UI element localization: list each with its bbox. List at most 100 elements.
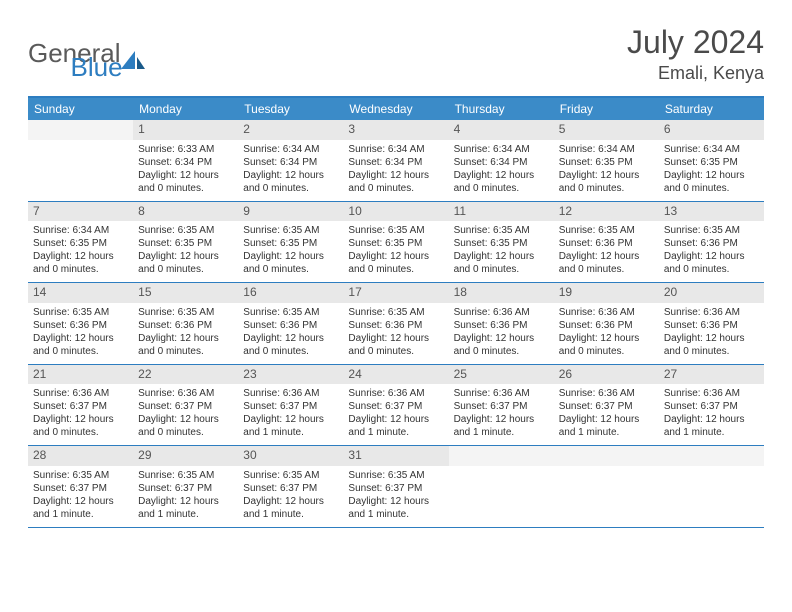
day-cell: 29Sunrise: 6:35 AMSunset: 6:37 PMDayligh… xyxy=(133,446,238,527)
day-info-line: Sunrise: 6:35 AM xyxy=(138,306,233,319)
day-info-line: Sunset: 6:36 PM xyxy=(454,319,549,332)
day-info-line: Daylight: 12 hours and 0 minutes. xyxy=(243,250,338,276)
day-cell xyxy=(554,446,659,527)
day-cell: 3Sunrise: 6:34 AMSunset: 6:34 PMDaylight… xyxy=(343,120,448,201)
day-number: 17 xyxy=(343,283,448,303)
day-cell xyxy=(659,446,764,527)
day-info-line: Daylight: 12 hours and 0 minutes. xyxy=(664,169,759,195)
day-info-line: Sunrise: 6:34 AM xyxy=(243,143,338,156)
day-body: Sunrise: 6:34 AMSunset: 6:35 PMDaylight:… xyxy=(554,140,659,201)
day-info-line: Daylight: 12 hours and 0 minutes. xyxy=(348,332,443,358)
day-body: Sunrise: 6:36 AMSunset: 6:36 PMDaylight:… xyxy=(554,303,659,364)
day-info-line: Sunset: 6:36 PM xyxy=(559,237,654,250)
day-info-line: Sunset: 6:37 PM xyxy=(243,482,338,495)
day-header-monday: Monday xyxy=(133,98,238,120)
day-info-line: Daylight: 12 hours and 0 minutes. xyxy=(348,250,443,276)
day-cell: 17Sunrise: 6:35 AMSunset: 6:36 PMDayligh… xyxy=(343,283,448,364)
day-number: 29 xyxy=(133,446,238,466)
day-info-line: Sunset: 6:37 PM xyxy=(559,400,654,413)
day-info-line: Sunrise: 6:35 AM xyxy=(33,306,128,319)
day-header-sunday: Sunday xyxy=(28,98,133,120)
day-info-line: Sunset: 6:37 PM xyxy=(454,400,549,413)
week-row: 1Sunrise: 6:33 AMSunset: 6:34 PMDaylight… xyxy=(28,120,764,202)
day-cell: 27Sunrise: 6:36 AMSunset: 6:37 PMDayligh… xyxy=(659,365,764,446)
day-cell: 4Sunrise: 6:34 AMSunset: 6:34 PMDaylight… xyxy=(449,120,554,201)
day-body: Sunrise: 6:36 AMSunset: 6:37 PMDaylight:… xyxy=(343,384,448,445)
day-cell: 1Sunrise: 6:33 AMSunset: 6:34 PMDaylight… xyxy=(133,120,238,201)
day-info-line: Sunrise: 6:34 AM xyxy=(348,143,443,156)
day-info-line: Sunrise: 6:35 AM xyxy=(243,224,338,237)
day-number xyxy=(449,446,554,466)
day-number: 23 xyxy=(238,365,343,385)
day-info-line: Sunset: 6:35 PM xyxy=(348,237,443,250)
day-body: Sunrise: 6:35 AMSunset: 6:36 PMDaylight:… xyxy=(238,303,343,364)
day-body: Sunrise: 6:36 AMSunset: 6:37 PMDaylight:… xyxy=(28,384,133,445)
calendar-page: General Blue July 2024 Emali, Kenya Sund… xyxy=(0,0,792,552)
day-info-line: Sunset: 6:36 PM xyxy=(33,319,128,332)
day-info-line: Daylight: 12 hours and 0 minutes. xyxy=(243,169,338,195)
day-body: Sunrise: 6:35 AMSunset: 6:36 PMDaylight:… xyxy=(554,221,659,282)
day-number: 16 xyxy=(238,283,343,303)
day-number: 13 xyxy=(659,202,764,222)
day-info-line: Sunset: 6:37 PM xyxy=(348,482,443,495)
day-info-line: Sunset: 6:37 PM xyxy=(664,400,759,413)
day-info-line: Sunrise: 6:35 AM xyxy=(243,306,338,319)
day-info-line: Sunset: 6:37 PM xyxy=(348,400,443,413)
day-info-line: Sunset: 6:37 PM xyxy=(243,400,338,413)
day-cell: 15Sunrise: 6:35 AMSunset: 6:36 PMDayligh… xyxy=(133,283,238,364)
day-info-line: Sunrise: 6:33 AM xyxy=(138,143,233,156)
day-info-line: Sunrise: 6:36 AM xyxy=(664,387,759,400)
day-info-line: Sunset: 6:36 PM xyxy=(664,237,759,250)
weeks-container: 1Sunrise: 6:33 AMSunset: 6:34 PMDaylight… xyxy=(28,120,764,528)
day-info-line: Daylight: 12 hours and 1 minute. xyxy=(454,413,549,439)
day-info-line: Sunrise: 6:36 AM xyxy=(454,387,549,400)
day-info-line: Sunrise: 6:35 AM xyxy=(348,469,443,482)
day-cell: 7Sunrise: 6:34 AMSunset: 6:35 PMDaylight… xyxy=(28,202,133,283)
day-number: 27 xyxy=(659,365,764,385)
day-body: Sunrise: 6:36 AMSunset: 6:36 PMDaylight:… xyxy=(449,303,554,364)
day-number: 26 xyxy=(554,365,659,385)
day-cell: 20Sunrise: 6:36 AMSunset: 6:36 PMDayligh… xyxy=(659,283,764,364)
day-info-line: Sunrise: 6:35 AM xyxy=(664,224,759,237)
day-cell: 5Sunrise: 6:34 AMSunset: 6:35 PMDaylight… xyxy=(554,120,659,201)
day-info-line: Sunrise: 6:35 AM xyxy=(243,469,338,482)
day-info-line: Sunrise: 6:34 AM xyxy=(664,143,759,156)
day-body: Sunrise: 6:36 AMSunset: 6:37 PMDaylight:… xyxy=(133,384,238,445)
day-info-line: Sunset: 6:35 PM xyxy=(243,237,338,250)
week-row: 14Sunrise: 6:35 AMSunset: 6:36 PMDayligh… xyxy=(28,283,764,365)
day-cell: 13Sunrise: 6:35 AMSunset: 6:36 PMDayligh… xyxy=(659,202,764,283)
day-info-line: Sunrise: 6:36 AM xyxy=(559,387,654,400)
day-info-line: Daylight: 12 hours and 1 minute. xyxy=(348,413,443,439)
day-cell: 2Sunrise: 6:34 AMSunset: 6:34 PMDaylight… xyxy=(238,120,343,201)
day-number: 21 xyxy=(28,365,133,385)
day-number: 19 xyxy=(554,283,659,303)
day-body: Sunrise: 6:33 AMSunset: 6:34 PMDaylight:… xyxy=(133,140,238,201)
day-info-line: Sunrise: 6:36 AM xyxy=(348,387,443,400)
day-body: Sunrise: 6:35 AMSunset: 6:35 PMDaylight:… xyxy=(133,221,238,282)
day-info-line: Sunrise: 6:35 AM xyxy=(138,469,233,482)
day-info-line: Daylight: 12 hours and 0 minutes. xyxy=(348,169,443,195)
day-info-line: Sunset: 6:37 PM xyxy=(33,482,128,495)
day-body: Sunrise: 6:35 AMSunset: 6:35 PMDaylight:… xyxy=(449,221,554,282)
week-row: 7Sunrise: 6:34 AMSunset: 6:35 PMDaylight… xyxy=(28,202,764,284)
day-info-line: Sunset: 6:34 PM xyxy=(348,156,443,169)
day-info-line: Daylight: 12 hours and 0 minutes. xyxy=(138,413,233,439)
day-number: 10 xyxy=(343,202,448,222)
day-number xyxy=(28,120,133,140)
day-number: 5 xyxy=(554,120,659,140)
day-body: Sunrise: 6:35 AMSunset: 6:35 PMDaylight:… xyxy=(343,221,448,282)
day-info-line: Daylight: 12 hours and 1 minute. xyxy=(243,495,338,521)
day-info-line: Daylight: 12 hours and 1 minute. xyxy=(138,495,233,521)
day-number: 9 xyxy=(238,202,343,222)
day-cell: 12Sunrise: 6:35 AMSunset: 6:36 PMDayligh… xyxy=(554,202,659,283)
day-cell: 26Sunrise: 6:36 AMSunset: 6:37 PMDayligh… xyxy=(554,365,659,446)
day-body: Sunrise: 6:35 AMSunset: 6:36 PMDaylight:… xyxy=(343,303,448,364)
day-info-line: Sunrise: 6:35 AM xyxy=(33,469,128,482)
day-body: Sunrise: 6:34 AMSunset: 6:34 PMDaylight:… xyxy=(343,140,448,201)
day-info-line: Daylight: 12 hours and 0 minutes. xyxy=(138,169,233,195)
day-info-line: Daylight: 12 hours and 0 minutes. xyxy=(454,250,549,276)
day-cell: 23Sunrise: 6:36 AMSunset: 6:37 PMDayligh… xyxy=(238,365,343,446)
day-number xyxy=(554,446,659,466)
day-info-line: Sunrise: 6:36 AM xyxy=(243,387,338,400)
day-body: Sunrise: 6:36 AMSunset: 6:37 PMDaylight:… xyxy=(554,384,659,445)
